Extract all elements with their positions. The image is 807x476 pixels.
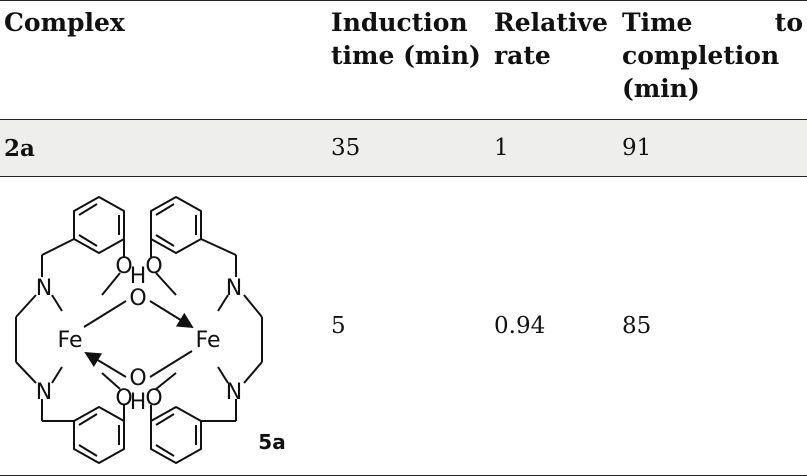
atom-h: H <box>130 390 147 415</box>
table-row: N N N N O O O O O O H H Fe Fe 5a 5 <box>0 176 807 476</box>
atom-n: N <box>226 276 242 301</box>
header-induction-line2: time (min) <box>331 41 481 70</box>
atom-fe: Fe <box>58 328 83 353</box>
header-row: Complex Induction time (min) Relative ra… <box>0 0 807 120</box>
atom-n: N <box>36 380 52 405</box>
row-induction-time: 35 <box>331 119 494 177</box>
row-relative-rate: 1 <box>494 119 622 177</box>
atom-o: O <box>115 386 132 411</box>
atom-n: N <box>36 276 52 301</box>
row-complex-name: 2a <box>0 119 331 177</box>
row-relative-rate: 0.94 <box>494 313 546 339</box>
row-time-to-completion: 85 <box>622 313 652 339</box>
atom-n: N <box>226 380 242 405</box>
header-time-word: Time <box>622 8 693 37</box>
atom-o: O <box>129 366 146 391</box>
diiron-complex-structure: N N N N O O O O O O H H Fe Fe 5a <box>15 196 286 464</box>
atom-o: O <box>145 386 162 411</box>
row-time-to-completion: 91 <box>622 119 807 177</box>
header-min-word: (min) <box>622 74 700 103</box>
header-time-to-completion: Time to completion (min) <box>622 1 807 120</box>
row-induction-time: 5 <box>331 313 346 339</box>
atom-o: O <box>129 286 146 311</box>
atom-o: O <box>145 254 162 279</box>
header-complex: Complex <box>4 8 125 37</box>
header-relative-line2: rate <box>494 41 551 70</box>
atom-h: H <box>130 264 147 289</box>
header-to-word: to <box>774 8 803 37</box>
header-completion-word: completion <box>622 41 780 70</box>
header-induction-time: Induction time (min) <box>331 1 494 120</box>
table-row: 2a 35 1 91 <box>0 119 807 177</box>
header-relative-line1: Relative <box>494 8 608 37</box>
header-time-to-line: Time to <box>622 6 803 39</box>
complex-label: 5a <box>258 430 285 454</box>
atom-fe: Fe <box>196 328 221 353</box>
row-complex-structure: N N N N O O O O O O H H Fe Fe 5a <box>0 177 331 476</box>
atom-o: O <box>115 254 132 279</box>
header-relative-rate: Relative rate <box>494 1 622 120</box>
header-induction-line1: Induction <box>331 8 468 37</box>
